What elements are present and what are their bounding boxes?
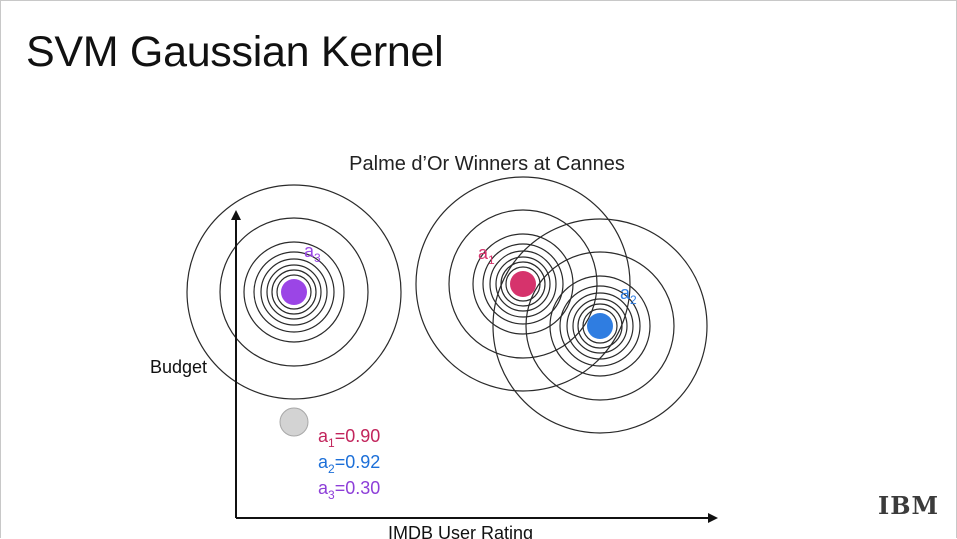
contour-rings-a3 bbox=[186, 184, 402, 400]
contour-ring bbox=[271, 269, 317, 315]
contour-ring bbox=[582, 308, 618, 344]
contour-ring bbox=[572, 298, 628, 354]
contour-ring bbox=[559, 285, 641, 367]
similarity-value-a3: a3=0.30 bbox=[318, 478, 380, 502]
similarity-value-a1: a1=0.90 bbox=[318, 426, 380, 450]
landmark-point-a1 bbox=[510, 271, 536, 297]
contour-ring bbox=[415, 176, 631, 392]
query-point bbox=[279, 407, 309, 437]
contour-ring bbox=[577, 303, 623, 349]
contour-ring bbox=[492, 218, 708, 434]
contour-ring bbox=[186, 184, 402, 400]
point-label-a3: a3 bbox=[304, 241, 321, 265]
contour-ring bbox=[266, 264, 322, 320]
contour-ring bbox=[243, 241, 345, 343]
landmark-point-a2 bbox=[587, 313, 613, 339]
contour-ring bbox=[260, 258, 328, 326]
contour-ring bbox=[276, 274, 312, 310]
ibm-logo: IBM bbox=[878, 491, 939, 520]
similarity-value-a2: a2=0.92 bbox=[318, 452, 380, 476]
x-axis-label: IMDB User Rating bbox=[388, 523, 533, 539]
point-label-a1: a1 bbox=[478, 243, 495, 267]
contour-ring bbox=[566, 292, 634, 360]
contour-ring bbox=[219, 217, 369, 367]
contour-ring bbox=[525, 251, 675, 401]
landmark-point-a3 bbox=[281, 279, 307, 305]
y-axis-label: Budget bbox=[150, 357, 207, 377]
contour-ring bbox=[482, 243, 564, 325]
contour-ring bbox=[495, 256, 551, 312]
slide-title: SVM Gaussian Kernel bbox=[26, 28, 444, 76]
contour-rings-a2 bbox=[492, 218, 708, 434]
contour-ring bbox=[253, 251, 335, 333]
diagram-subtitle: Palme d’Or Winners at Cannes bbox=[349, 153, 625, 175]
point-label-a2: a2 bbox=[620, 283, 637, 307]
contour-ring bbox=[448, 209, 598, 359]
contour-ring bbox=[505, 266, 541, 302]
contour-ring bbox=[549, 275, 651, 377]
